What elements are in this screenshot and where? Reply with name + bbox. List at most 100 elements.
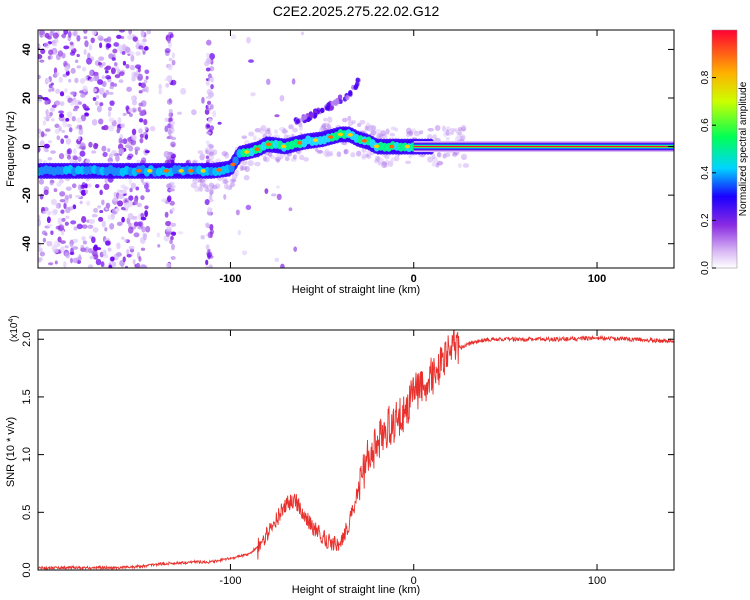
halo-point [383,162,389,168]
noise-point [90,77,95,81]
noise-point [57,236,62,243]
noise-point [128,177,133,185]
halo-point [323,117,328,122]
noise-point [128,113,133,117]
noise-point [92,88,97,93]
noise-point [65,117,70,122]
noise-point [109,100,115,106]
noise-point [64,221,69,226]
noise-point [56,242,61,248]
noise-point [47,157,53,161]
noise-point [205,244,210,250]
noise-point [65,215,70,219]
halo-point [254,128,261,133]
noise-point [169,188,175,192]
noise-point [171,59,176,66]
noise-point [139,109,146,117]
noise-point [149,125,156,132]
noise-point [274,114,280,118]
noise-point [64,194,70,201]
halo-point [456,133,462,139]
noise-point [205,81,210,86]
halo-point [205,149,209,155]
halo-point [375,128,382,136]
noise-point [51,87,55,92]
halo-point [356,150,362,157]
halo-point [343,149,349,155]
noise-point [82,30,88,34]
noise-point [165,262,172,268]
halo-point [292,154,297,160]
noise-point [95,258,102,266]
halo-point [384,153,390,160]
halo-point [326,116,333,123]
halo-point [303,157,310,162]
noise-point [138,118,144,123]
noise-point [45,78,50,84]
halo-point [388,160,394,167]
noise-point [165,220,172,227]
noise-point [122,60,127,66]
halo-point [244,165,250,172]
noise-point [131,128,137,136]
ridge-peak [254,147,260,151]
noise-point [129,187,133,193]
halo-point [365,153,370,158]
noise-point [105,240,111,246]
noise-point [140,247,146,251]
noise-point [69,91,76,96]
noise-point [206,131,212,135]
noise-point [136,262,141,268]
noise-point [138,45,144,50]
noise-point [39,30,45,36]
noise-point [170,235,174,241]
noise-point [206,39,212,46]
halo-point [231,178,237,183]
halo-point [229,178,236,183]
halo-point [366,153,372,159]
noise-point [115,154,120,162]
noise-point [38,134,41,139]
noise-point [101,75,106,80]
noise-point [67,31,72,38]
spectrogram-x-label: Height of straight line (km) [292,284,420,296]
halo-point [269,155,276,160]
halo-point [208,182,215,189]
noise-point [113,191,118,199]
halo-point [364,125,369,131]
noise-point [109,223,115,230]
noise-point [74,194,82,199]
halo-point [214,183,221,189]
noise-point [97,35,104,42]
noise-point [212,110,217,118]
noise-point [209,223,214,231]
halo-point [413,130,418,135]
noise-point [204,147,211,154]
noise-point [135,64,142,69]
ridge-peak [404,144,410,149]
halo-point [254,161,261,167]
noise-point [167,63,173,71]
noise-point [66,154,72,160]
halo-point [343,149,348,155]
spectrogram-x-tick-label: 0 [411,273,417,285]
noise-point [120,123,125,128]
noise-point [76,35,81,42]
noise-point [143,118,148,126]
ridge-peak [281,144,287,149]
halo-point [326,151,333,157]
noise-point [76,223,83,230]
halo-point [275,158,280,163]
noise-point [141,157,147,164]
noise-point [209,52,216,60]
halo-point [327,123,331,130]
noise-point [143,233,148,241]
noise-point [67,148,72,155]
halo-point [427,156,433,163]
branch-point [301,115,306,121]
noise-point [110,67,116,75]
noise-point [85,158,91,164]
noise-point [126,137,131,142]
noise-point [140,264,147,268]
noise-point [41,230,47,236]
